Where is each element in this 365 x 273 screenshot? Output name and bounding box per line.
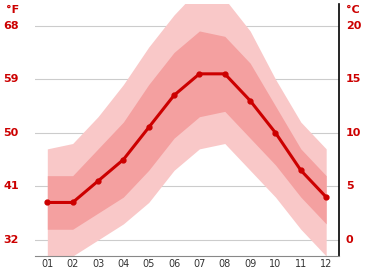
Text: 15: 15 [346,74,361,84]
Text: 50: 50 [3,128,19,138]
Text: 32: 32 [3,235,19,245]
Text: °F: °F [6,5,19,15]
Text: 20: 20 [346,20,361,31]
Text: 41: 41 [3,181,19,191]
Text: °C: °C [346,5,360,15]
Text: 59: 59 [3,74,19,84]
Text: 68: 68 [3,20,19,31]
Text: 10: 10 [346,128,361,138]
Text: 0: 0 [346,235,354,245]
Text: 5: 5 [346,181,354,191]
